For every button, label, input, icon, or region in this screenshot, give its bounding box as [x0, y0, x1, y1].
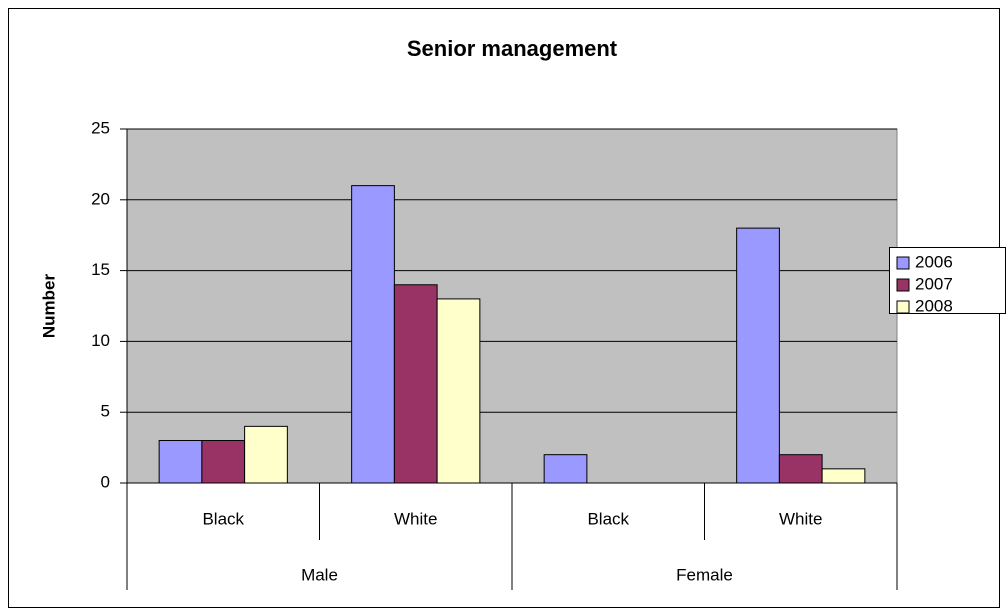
x-tick-label: White — [394, 509, 437, 528]
x-tick-label: White — [779, 509, 822, 528]
bar — [351, 185, 395, 484]
legend-swatch — [896, 256, 910, 270]
y-tick-label: 15 — [91, 260, 110, 279]
y-tick-label: 0 — [101, 472, 110, 491]
bar — [201, 440, 246, 484]
bar — [158, 440, 203, 484]
y-tick-label: 5 — [101, 402, 110, 421]
y-tick-label: 20 — [91, 189, 110, 208]
x-tick-label: Black — [587, 509, 629, 528]
plot-area — [126, 128, 898, 484]
bar — [393, 284, 438, 484]
bar — [436, 298, 481, 484]
legend-label: 2006 — [915, 252, 953, 271]
y-tick-label: 10 — [91, 331, 110, 350]
bar — [778, 454, 823, 484]
bar — [244, 425, 288, 484]
legend-swatch — [896, 278, 910, 292]
bar — [821, 468, 866, 484]
group-label: Female — [676, 565, 733, 584]
chart-title: Senior management — [407, 36, 618, 61]
bar — [543, 454, 588, 484]
y-axis-label: Number — [39, 274, 58, 339]
group-label: Male — [301, 565, 338, 584]
legend-label: 2008 — [915, 296, 953, 315]
x-tick-label: Black — [202, 509, 244, 528]
bar — [736, 227, 780, 484]
legend-label: 2007 — [915, 274, 953, 293]
legend-swatch — [896, 300, 910, 314]
y-tick-label: 25 — [91, 118, 110, 137]
